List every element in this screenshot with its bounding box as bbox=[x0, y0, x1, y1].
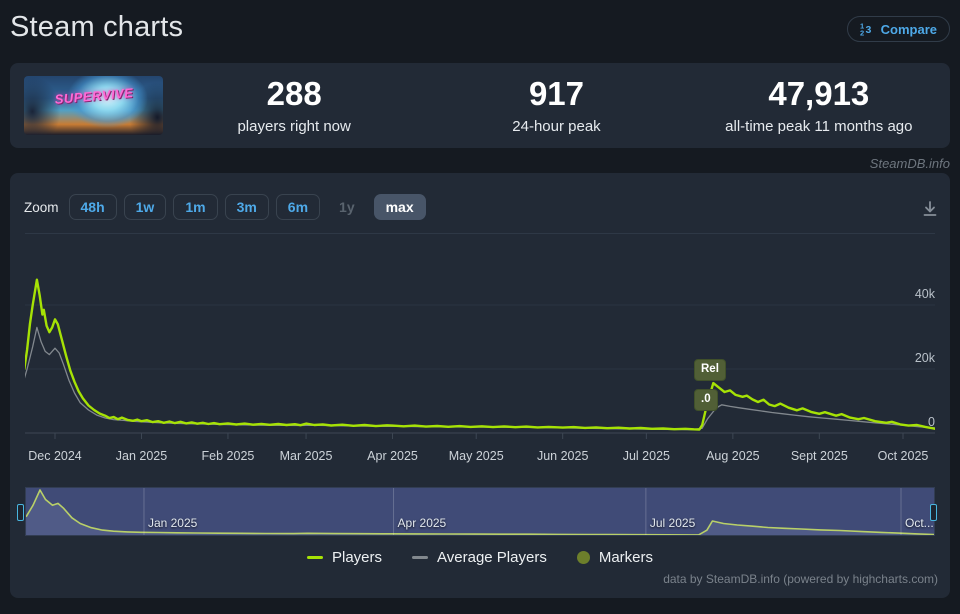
compare-123-icon: 1 2 3 bbox=[860, 22, 872, 37]
x-tick-Apr-2025: Apr 2025 bbox=[367, 449, 418, 463]
stat-value: 288 bbox=[266, 75, 322, 113]
stat-label: 24-hour peak bbox=[512, 117, 601, 135]
steamdb-watermark: SteamDB.info bbox=[869, 156, 950, 171]
marker-flag-release[interactable]: Rel bbox=[694, 359, 726, 381]
navigator[interactable]: Jan 2025 Apr 2025 Jul 2025 Oct... bbox=[25, 487, 935, 536]
players-chart-plot[interactable] bbox=[10, 173, 950, 598]
zoom-button-6m[interactable]: 6m bbox=[275, 194, 321, 220]
y-tick-20k: 20k bbox=[914, 351, 935, 365]
stats-panel: SUPERVIVE 288 players right now 917 24-h… bbox=[10, 63, 950, 148]
x-tick-Jun-2025: Jun 2025 bbox=[536, 449, 589, 463]
zoom-button-48h[interactable]: 48h bbox=[68, 194, 117, 220]
x-tick-Sept-2025: Sept 2025 bbox=[790, 449, 848, 463]
game-logo-text: SUPERVIVE bbox=[53, 85, 134, 107]
stat-24h-peak: 917 24-hour peak bbox=[425, 75, 687, 135]
svg-text:2: 2 bbox=[860, 29, 864, 37]
legend-label: Average Players bbox=[437, 548, 547, 566]
x-tick-Oct-2025: Oct 2025 bbox=[877, 449, 929, 463]
y-tick-40k: 40k bbox=[914, 287, 935, 301]
legend-label: Markers bbox=[598, 548, 653, 566]
highcharts-credit[interactable]: data by SteamDB.info (powered by highcha… bbox=[663, 572, 938, 586]
navigator-left-handle[interactable] bbox=[17, 504, 24, 521]
stat-label: players right now bbox=[237, 117, 351, 135]
x-tick-Aug-2025: Aug 2025 bbox=[706, 449, 760, 463]
navigator-right-handle[interactable] bbox=[930, 504, 937, 521]
stat-label: all-time peak 11 months ago bbox=[725, 117, 913, 135]
legend-swatch-line bbox=[307, 555, 323, 559]
zoom-button-1w[interactable]: 1w bbox=[123, 194, 167, 220]
zoom-button-1y: 1y bbox=[339, 199, 355, 215]
svg-text:3: 3 bbox=[865, 24, 871, 36]
page-title: Steam charts bbox=[10, 11, 184, 43]
zoom-toolbar: Zoom 48h 1w 1m 3m 6m 1y max bbox=[24, 193, 426, 221]
nav-tick-Apr-2025: Apr 2025 bbox=[397, 516, 447, 530]
zoom-button-1m[interactable]: 1m bbox=[173, 194, 218, 220]
x-tick-Dec-2024: Dec 2024 bbox=[28, 449, 82, 463]
stat-value: 47,913 bbox=[768, 75, 870, 113]
stat-current-players: 288 players right now bbox=[163, 75, 425, 135]
chart-panel: Zoom 48h 1w 1m 3m 6m 1y max 0 20k 40k Dec 2024 Ja… bbox=[10, 173, 950, 598]
compare-button-label: Compare bbox=[880, 21, 937, 37]
legend-item-players[interactable]: Players bbox=[307, 549, 382, 566]
zoom-button-max[interactable]: max bbox=[373, 194, 426, 220]
svg-text:1: 1 bbox=[860, 22, 864, 31]
compare-button[interactable]: 1 2 3 Compare bbox=[846, 16, 950, 42]
legend-swatch-line bbox=[412, 555, 429, 559]
legend-item-average-players[interactable]: Average Players bbox=[412, 549, 547, 566]
x-tick-Mar-2025: Mar 2025 bbox=[279, 449, 333, 463]
zoom-button-3m[interactable]: 3m bbox=[224, 194, 269, 220]
zoom-label: Zoom bbox=[24, 199, 59, 215]
stat-alltime-peak: 47,913 all-time peak 11 months ago bbox=[688, 75, 950, 135]
nav-tick-Oct-: Oct... bbox=[904, 516, 934, 530]
navigator-mini-chart bbox=[26, 488, 934, 535]
y-tick-0: 0 bbox=[928, 415, 935, 429]
chart-legend: Players Average Players Markers bbox=[10, 546, 950, 568]
legend-swatch-circle bbox=[576, 550, 590, 564]
legend-item-markers[interactable]: Markers bbox=[576, 548, 653, 566]
legend-label: Players bbox=[332, 548, 383, 566]
game-capsule[interactable]: SUPERVIVE bbox=[24, 76, 163, 135]
x-tick-May-2025: May 2025 bbox=[448, 449, 504, 463]
x-tick-Jan-2025: Jan 2025 bbox=[115, 449, 168, 463]
stat-value: 917 bbox=[528, 75, 585, 113]
zoom-buttons: 48h 1w 1m 3m 6m 1y max bbox=[68, 194, 426, 220]
nav-tick-Jan-2025: Jan 2025 bbox=[147, 516, 198, 530]
nav-tick-Jul-2025: Jul 2025 bbox=[649, 516, 696, 530]
x-tick-Feb-2025: Feb 2025 bbox=[201, 449, 255, 463]
download-icon[interactable] bbox=[920, 199, 940, 224]
marker-flag-1-0-update[interactable]: .0 bbox=[694, 389, 718, 411]
toolbar-separator bbox=[25, 233, 935, 234]
x-tick-Jul-2025: Jul 2025 bbox=[622, 449, 670, 463]
